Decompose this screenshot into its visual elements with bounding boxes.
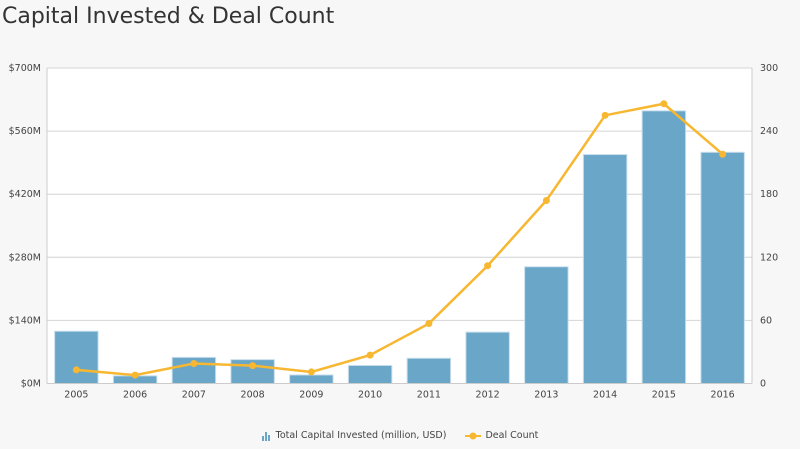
deal-count-point-2006: [131, 371, 139, 379]
deal-count-point-2015: [660, 100, 668, 108]
chart-title: Capital Invested & Deal Count: [2, 4, 335, 29]
x-tick-label: 2015: [652, 390, 676, 401]
bar-2011: [406, 357, 452, 385]
plot-background: [47, 68, 752, 384]
bar-2009: [289, 374, 334, 385]
legend-item-capital[interactable]: Total Capital Invested (million, USD): [261, 430, 447, 441]
x-tick-label: 2007: [182, 390, 206, 401]
bar-2013: [524, 266, 569, 385]
x-tick-label: 2009: [299, 390, 323, 401]
deal-count-point-2010: [366, 351, 374, 359]
x-tick-label: 2014: [593, 390, 617, 401]
x-tick-label: 2011: [417, 390, 441, 401]
bar-2015: [641, 110, 687, 384]
y-left-tick-label: $140M: [9, 315, 41, 326]
y-right-tick-label: 300: [760, 63, 778, 74]
bar-2014: [582, 154, 628, 384]
y-left-tick-label: $560M: [9, 126, 41, 137]
x-tick-label: 2010: [358, 390, 382, 401]
deal-count-point-2005: [72, 366, 80, 374]
legend: Total Capital Invested (million, USD) De…: [0, 430, 800, 444]
y-left-tick-label: $0M: [21, 379, 41, 390]
legend-label-deal-count: Deal Count: [485, 430, 539, 441]
x-tick-label: 2006: [123, 390, 147, 401]
deal-count-point-2013: [542, 197, 550, 205]
bar-2005: [54, 330, 99, 384]
deal-count-point-2008: [249, 362, 257, 370]
deal-count-point-2007: [190, 360, 198, 368]
x-tick-label: 2013: [534, 390, 558, 401]
deal-count-point-2009: [307, 368, 315, 376]
y-right-tick-label: 0: [760, 379, 766, 390]
bar-2012: [465, 331, 510, 384]
x-tick-label: 2008: [241, 390, 265, 401]
legend-item-deal-count[interactable]: Deal Count: [465, 430, 538, 441]
deal-count-point-2012: [484, 262, 492, 270]
deal-count-point-2011: [425, 320, 433, 328]
y-left-tick-label: $420M: [9, 189, 41, 200]
legend-label-capital: Total Capital Invested (million, USD): [275, 430, 447, 441]
x-tick-label: 2005: [64, 390, 88, 401]
bar-2010: [347, 364, 393, 385]
line-marker-icon: [465, 432, 482, 439]
y-right-tick-label: 60: [760, 315, 772, 326]
x-tick-label: 2012: [476, 390, 500, 401]
bar-chart-icon: [261, 431, 270, 441]
x-tick-label: 2016: [711, 390, 735, 401]
y-right-tick-label: 240: [760, 126, 778, 137]
deal-count-line: [76, 102, 724, 377]
deal-count-point-2016: [719, 150, 727, 158]
deal-count-point-2014: [601, 111, 609, 119]
y-left-tick-label: $700M: [9, 63, 41, 74]
y-right-tick-label: 180: [760, 189, 778, 200]
y-left-tick-label: $280M: [9, 252, 41, 263]
bar-2016: [700, 151, 745, 384]
y-right-tick-label: 120: [760, 252, 778, 263]
